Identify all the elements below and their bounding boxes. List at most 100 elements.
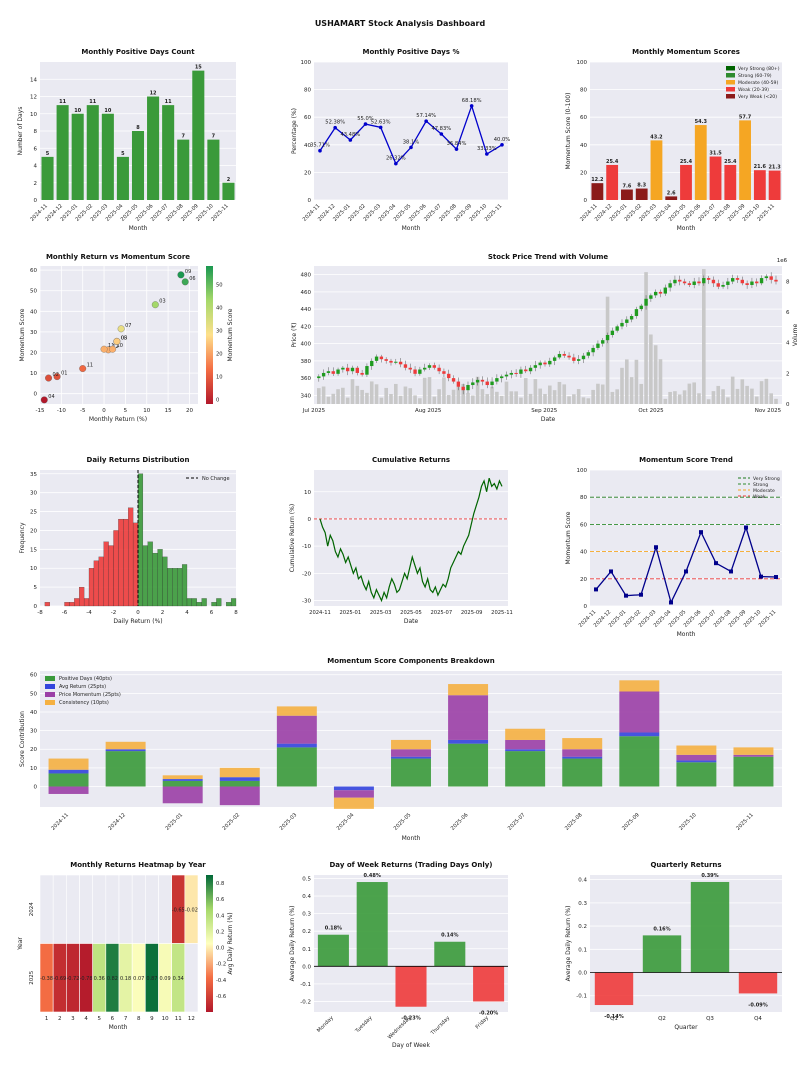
scatter-xlabel: Monthly Return (%) (89, 416, 147, 423)
volume-bar (403, 386, 408, 404)
positive-days-xlabel: Month (129, 225, 148, 232)
scatter-colorbar-tick: 10 (216, 374, 223, 380)
trend-title: Momentum Score Trend (639, 456, 733, 464)
histogram-xtick: 2 (161, 610, 165, 616)
price-candle (509, 372, 513, 375)
weekday-xtick: Monday (316, 1015, 335, 1034)
components-segment (733, 756, 774, 787)
price-candle (673, 279, 677, 284)
price-candle (581, 355, 586, 360)
price-candle (379, 356, 384, 360)
positive-pct-label: 68.18% (462, 98, 482, 104)
components-xtick: 2025-07 (507, 812, 527, 832)
volume-bar (581, 397, 586, 404)
weekday-ytick: 0.3 (302, 912, 311, 918)
momentum-scores-label: 25.4 (606, 159, 619, 165)
volume-bar (350, 379, 355, 404)
trend-point (609, 569, 613, 574)
positive-pct-point (333, 125, 337, 130)
price-candle (355, 367, 359, 373)
price-candle (620, 322, 624, 327)
positive-pct-label: 40.0% (494, 137, 511, 143)
price-candle (398, 361, 403, 365)
price-candle (384, 359, 388, 361)
price-xtick: Sep 2025 (531, 408, 558, 414)
momentum-scores-bar (709, 156, 722, 200)
components-legend-swatch (45, 700, 55, 705)
momentum-scores-legend-swatch (726, 87, 735, 92)
price-candle (461, 386, 465, 391)
volume-bar (658, 359, 663, 404)
quarterly-label: -0.09% (748, 1002, 767, 1008)
heatmap-empty-cell (52, 874, 67, 944)
heatmap-colorbar (206, 875, 213, 1012)
volume-bar (427, 377, 432, 404)
momentum-scores-xlabel: Month (677, 225, 696, 232)
components-segment (48, 773, 89, 787)
positive-pct-label: 38.1% (403, 139, 420, 145)
components-segment (48, 786, 89, 794)
histogram-bar (79, 586, 85, 607)
positive-days-bar (131, 131, 145, 200)
price-candle (644, 298, 648, 306)
price-candle (394, 361, 398, 363)
volume-bar (668, 391, 672, 404)
price-candle (370, 360, 374, 367)
quarterly-bar (690, 881, 730, 973)
heatmap-colorbar-tick: 0.8 (216, 881, 224, 887)
components-ytick: 60 (30, 673, 37, 679)
price-candle (716, 283, 720, 287)
trend-legend: Moderate (753, 488, 775, 494)
histogram-bar (128, 507, 134, 607)
volume-ylabel: Volume (792, 324, 799, 347)
histogram-ytick: 30 (30, 491, 37, 497)
volume-bar (615, 389, 619, 404)
histogram-bar (167, 568, 173, 607)
histogram-bar (216, 598, 222, 607)
price-candle (326, 371, 331, 373)
price-candle (499, 376, 504, 379)
momentum-scores-label: 8.3 (637, 183, 646, 189)
components-segment (448, 739, 489, 744)
histogram-bar (64, 602, 70, 607)
price-ytick: 340 (301, 393, 312, 399)
heatmap-colorbar-tick: -0.4 (216, 978, 227, 984)
volume-scale-label: 1e6 (777, 258, 788, 264)
price-candle (514, 372, 518, 374)
trend-panel (590, 470, 782, 606)
positive-days-title: Monthly Positive Days Count (81, 48, 195, 56)
components-segment (619, 680, 660, 692)
scatter-point-label: 01 (61, 371, 67, 377)
price-ytick: 360 (301, 376, 312, 382)
price-candle (596, 343, 600, 348)
momentum-scores-ytick: 80 (580, 88, 587, 94)
momentum-scores-ytick: 60 (580, 115, 587, 121)
volume-bar (653, 345, 658, 404)
positive-pct-ytick: 20 (304, 170, 311, 176)
momentum-scores-bar (591, 183, 604, 200)
trend-ylabel: Momentum Score (565, 511, 572, 564)
components-segment (676, 745, 717, 755)
price-candle (456, 381, 461, 387)
price-candle (336, 369, 340, 374)
price-candle (495, 378, 499, 382)
price-candle (759, 278, 764, 284)
histogram-ytick: 25 (30, 510, 37, 516)
quarterly-ytick: -0.1 (576, 994, 587, 1000)
positive-pct-label: 52.63% (371, 119, 391, 125)
volume-bar (754, 396, 759, 404)
components-xtick: 2025-09 (621, 812, 641, 832)
histogram-ytick: 0 (34, 604, 38, 610)
positive-days-ylabel: Number of Days (17, 107, 24, 156)
histogram-ytick: 5 (34, 585, 38, 591)
positive-pct-ytick: 0 (308, 198, 312, 204)
quarterly-ylabel: Average Daily Return (%) (565, 906, 572, 982)
price-xtick: Aug 2025 (415, 408, 442, 414)
volume-bar (471, 395, 475, 404)
histogram-ylabel: Frequency (19, 522, 26, 553)
components-legend: Avg Return (25pts) (59, 684, 106, 690)
histogram-bar (83, 598, 90, 607)
volume-bar (413, 395, 417, 404)
components-ytick: 30 (30, 729, 37, 735)
price-candle (475, 379, 480, 383)
